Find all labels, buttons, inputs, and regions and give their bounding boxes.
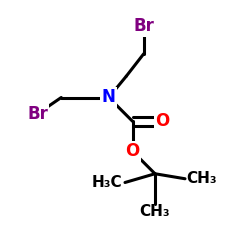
Text: N: N	[102, 88, 116, 106]
Text: CH₃: CH₃	[140, 204, 170, 219]
Text: H₃C: H₃C	[92, 175, 122, 190]
Text: CH₃: CH₃	[186, 171, 217, 186]
Text: Br: Br	[133, 17, 154, 35]
Text: O: O	[126, 142, 140, 160]
Text: Br: Br	[27, 105, 48, 123]
Text: O: O	[156, 112, 170, 130]
